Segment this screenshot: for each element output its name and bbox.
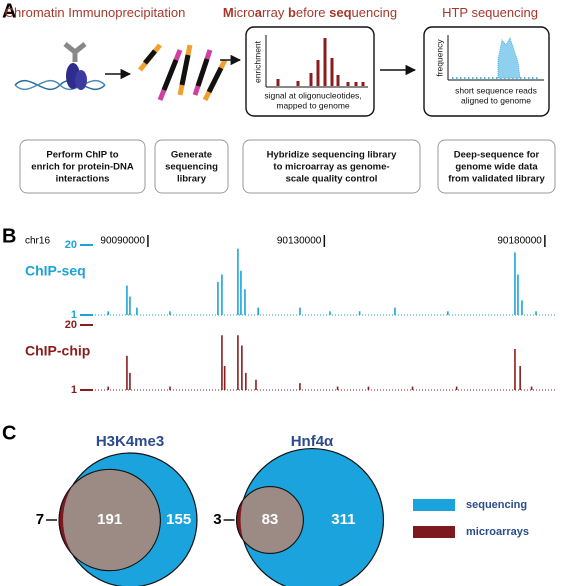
track-name: ChIP-chip (25, 343, 90, 359)
step-desc: interactions (56, 174, 110, 185)
step-title: Chromatin Immunoprecipitation (5, 5, 186, 20)
step-desc: to microarray as genome- (273, 162, 389, 173)
count: 3 (213, 511, 221, 528)
title-part: a (255, 5, 263, 20)
outline (236, 486, 304, 554)
step-box (437, 139, 556, 194)
title-part: seq (329, 5, 351, 20)
step-box (19, 139, 146, 194)
axis-label: enrichment (252, 40, 262, 83)
axis-label: signal at oligonucleotides, (264, 90, 361, 100)
venn-title: H3K4me3 (96, 433, 164, 450)
legend-label: sequencing (466, 499, 527, 511)
count: 311 (331, 511, 355, 528)
title-part: Chromatin Immunoprecipitation (5, 5, 186, 20)
step-desc: enrich for protein-DNA (31, 162, 134, 173)
step-desc: scale quality control (286, 174, 378, 185)
step-desc: from validated library (448, 174, 545, 185)
microarray-box (245, 26, 375, 117)
outline (58, 468, 161, 572)
legend-swatch (413, 526, 455, 538)
legend-swatch (413, 499, 455, 511)
title-part: icro (234, 5, 255, 20)
microarray-icon (265, 35, 368, 88)
title-part: b (288, 5, 296, 20)
step-desc: sequencing (165, 162, 218, 173)
htp-icon (447, 35, 544, 81)
panel-label: C (2, 422, 16, 444)
count: 7 (36, 511, 44, 528)
chromosome: chr16 (25, 236, 50, 247)
venn-title: Hnf4α (291, 433, 334, 450)
library-icon (138, 43, 228, 102)
step-title: Microarray before sequencing (223, 5, 397, 20)
htp-box (423, 26, 550, 117)
step-desc: Perform ChIP to (46, 150, 118, 161)
y-tick-label: 20 (65, 239, 77, 251)
y-tick-label: 1 (71, 309, 77, 321)
step-desc: genome wide data (455, 162, 538, 173)
step-desc: Hybridize sequencing library (267, 150, 398, 161)
overlap (63, 469, 161, 571)
x-tick-label: 90180000 (497, 236, 542, 247)
axis-label: short sequence reads (455, 85, 537, 95)
count: 191 (97, 511, 122, 528)
legend-label: microarrays (466, 526, 529, 538)
axis-label: frequency (434, 39, 444, 77)
step-desc: Deep-sequence for (454, 150, 540, 161)
count: 155 (166, 511, 191, 528)
step-title: HTP sequencing (442, 5, 538, 20)
chip-icon (14, 42, 106, 91)
count: 83 (262, 511, 279, 528)
step-desc: Generate (171, 150, 212, 161)
step-box (154, 139, 229, 194)
panel-label: B (2, 225, 16, 247)
axis-label: aligned to genome (461, 95, 531, 105)
title-part: efore (296, 5, 329, 20)
y-tick-label: 20 (65, 319, 77, 331)
step-box (242, 139, 421, 194)
y-tick-label: 1 (71, 384, 77, 396)
x-tick-label: 90090000 (100, 236, 145, 247)
overlap (240, 486, 304, 554)
axis-label: mapped to genome (276, 100, 350, 110)
title-part: M (223, 5, 234, 20)
track-name: ChIP-seq (25, 263, 86, 279)
panel-label: A (2, 0, 16, 22)
title-part: rray (262, 5, 288, 20)
title-part: HTP sequencing (442, 5, 538, 20)
step-desc: library (177, 174, 207, 185)
title-part: uencing (352, 5, 398, 20)
x-tick-label: 90130000 (277, 236, 322, 247)
